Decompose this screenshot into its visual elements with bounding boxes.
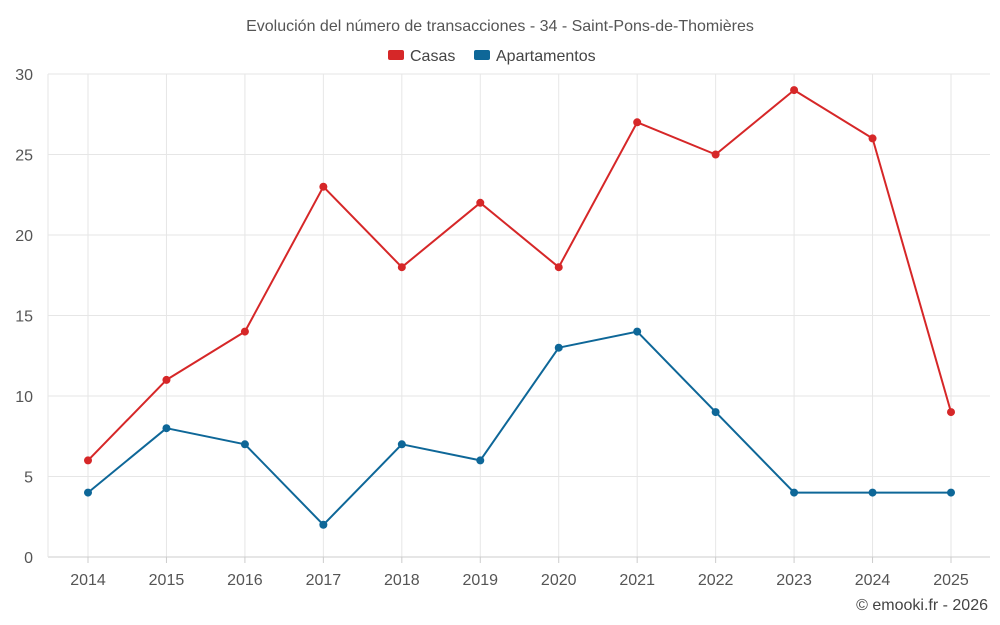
legend-label-apartamentos: Apartamentos (496, 48, 596, 65)
x-tick-label: 2020 (541, 572, 577, 589)
data-point-apartamentos[interactable] (476, 456, 485, 465)
x-tick-label: 2018 (384, 572, 420, 589)
y-tick-label: 15 (15, 309, 33, 326)
series-line-casas (87, 89, 952, 462)
data-point-apartamentos[interactable] (947, 488, 955, 497)
data-point-apartamentos[interactable] (554, 343, 563, 352)
legend-swatch-casas (388, 50, 404, 60)
data-point-apartamentos[interactable] (319, 520, 328, 529)
series-line-apartamentos (87, 330, 951, 526)
legend-label-casas: Casas (410, 48, 455, 65)
data-point-casas[interactable] (476, 198, 485, 207)
data-point-casas[interactable] (397, 263, 406, 272)
data-point-apartamentos[interactable] (397, 440, 406, 449)
data-point-apartamentos[interactable] (162, 424, 171, 433)
data-point-casas[interactable] (790, 86, 799, 95)
y-tick-label: 5 (24, 470, 33, 487)
x-tick-label: 2021 (619, 572, 655, 589)
data-point-casas[interactable] (947, 408, 955, 417)
x-tick-label: 2017 (306, 572, 342, 589)
x-tick-label: 2025 (933, 572, 969, 589)
data-point-casas[interactable] (554, 263, 563, 272)
data-point-casas[interactable] (868, 134, 877, 143)
legend-item-apartamentos[interactable]: Apartamentos (474, 48, 596, 65)
chart-title: Evolución del número de transacciones - … (246, 18, 754, 35)
y-axis-ticks: 0 5 10 15 20 25 30 (15, 67, 33, 567)
x-tick-label: 2024 (855, 572, 891, 589)
y-tick-label: 20 (15, 228, 33, 245)
y-tick-label: 10 (15, 389, 33, 406)
x-tick-label: 2019 (462, 572, 498, 589)
x-tick-label: 2014 (70, 572, 106, 589)
grid (48, 73, 990, 557)
y-tick-label: 0 (24, 550, 33, 567)
axes (47, 74, 990, 563)
legend-item-casas[interactable]: Casas (388, 48, 455, 65)
data-point-casas[interactable] (319, 182, 328, 191)
series-layer (84, 86, 955, 529)
footer-credit: © emooki.fr - 2026 (856, 597, 988, 614)
legend-swatch-apartamentos (474, 50, 490, 60)
data-point-casas[interactable] (162, 375, 171, 384)
data-point-casas[interactable] (84, 456, 92, 465)
y-tick-label: 25 (15, 148, 33, 165)
data-point-apartamentos[interactable] (711, 408, 720, 417)
x-axis-ticks: 2014 2015 2016 2017 2018 2019 2020 2021 2022 2023… (70, 572, 969, 589)
data-point-casas[interactable] (633, 118, 642, 127)
x-tick-label: 2016 (227, 572, 263, 589)
legend: Casas Apartamentos (388, 48, 596, 65)
data-point-apartamentos[interactable] (84, 488, 92, 497)
data-point-apartamentos[interactable] (790, 488, 799, 497)
x-tick-label: 2023 (776, 572, 812, 589)
y-tick-label: 30 (15, 67, 33, 84)
data-point-apartamentos[interactable] (240, 440, 249, 449)
data-point-casas[interactable] (711, 150, 720, 159)
x-tick-label: 2022 (698, 572, 734, 589)
data-point-apartamentos[interactable] (633, 327, 642, 336)
data-point-casas[interactable] (240, 327, 249, 336)
data-point-apartamentos[interactable] (868, 488, 877, 497)
x-tick-label: 2015 (149, 572, 185, 589)
